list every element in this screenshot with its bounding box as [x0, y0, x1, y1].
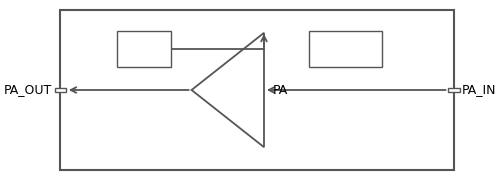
- Bar: [60, 10, 454, 170]
- Text: PA: PA: [273, 84, 288, 96]
- Bar: [54, 88, 66, 92]
- Text: PD: PD: [136, 42, 152, 55]
- Text: BIAS: BIAS: [331, 42, 360, 55]
- Bar: [117, 31, 171, 67]
- Bar: [448, 88, 460, 92]
- Bar: [310, 31, 382, 67]
- Text: PA_OUT: PA_OUT: [4, 84, 52, 96]
- Text: PA_IN: PA_IN: [462, 84, 496, 96]
